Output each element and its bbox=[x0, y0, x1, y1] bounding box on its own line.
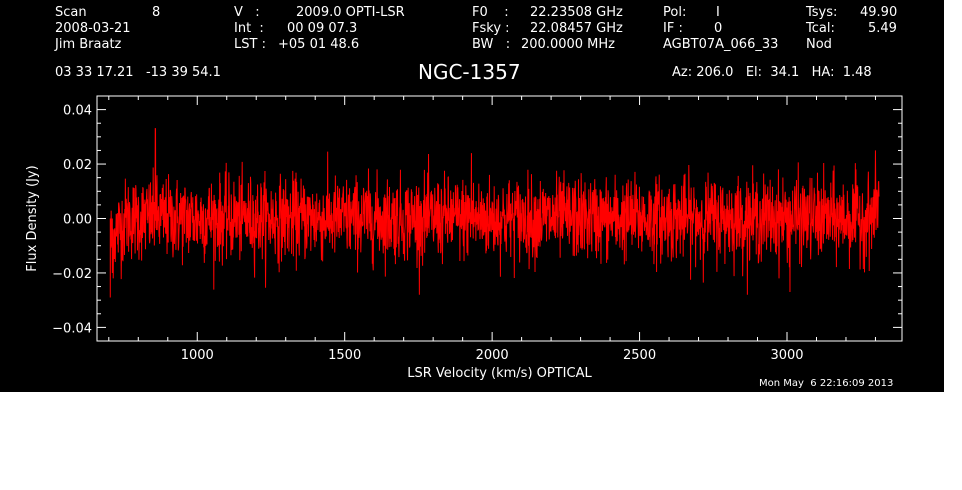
tsys-value: 49.90 bbox=[860, 5, 898, 20]
f0-label: F0 : bbox=[472, 5, 509, 20]
y-tick-label: 0.02 bbox=[63, 158, 92, 173]
axes: 1000 1500 2000 2500 3000 −0.04 −0.02 0.00 0.02 0.… bbox=[52, 96, 902, 363]
tcal-label: Tcal: bbox=[806, 21, 835, 36]
bw-label: BW : bbox=[472, 37, 511, 52]
scan-number: 8 bbox=[152, 5, 161, 20]
int-label: Int : bbox=[234, 21, 264, 36]
nod-label: Nod bbox=[806, 37, 832, 52]
fsky-value: 22.08457 GHz bbox=[530, 21, 623, 36]
coordinates: 03 33 17.21 -13 39 54.1 bbox=[55, 65, 221, 80]
tsys-label: Tsys: bbox=[806, 5, 838, 20]
pol-label: Pol: bbox=[663, 5, 687, 20]
y-axis-title: Flux Density (Jy) bbox=[25, 165, 40, 271]
lst-value: +05 01 48.6 bbox=[278, 37, 360, 52]
header-col1-row2: 2008-03-21 bbox=[55, 21, 131, 36]
x-tick-label: 1500 bbox=[328, 348, 361, 363]
f0-value: 22.23508 GHz bbox=[530, 5, 623, 20]
int-value: 00 09 07.3 bbox=[287, 21, 358, 36]
receiver-id: AGBT07A_066_33 bbox=[663, 37, 779, 52]
az-el-ha: Az: 206.0 El: 34.1 HA: 1.48 bbox=[672, 65, 872, 80]
spectrum-chart: 1000 1500 2000 2500 3000 −0.04 −0.02 0.00 0.02 0.… bbox=[25, 95, 903, 381]
source-title: NGC-1357 bbox=[418, 60, 521, 84]
header-col1-row1: Scan bbox=[55, 5, 87, 20]
if-label: IF : bbox=[663, 21, 683, 36]
velocity-value: 2009.0 OPTI-LSR bbox=[296, 5, 405, 20]
spectrum-line bbox=[109, 128, 880, 298]
tcal-value: 5.49 bbox=[868, 21, 897, 36]
fsky-label: Fsky : bbox=[472, 21, 510, 36]
lst-label: LST : bbox=[234, 37, 266, 52]
if-value: 0 bbox=[714, 21, 723, 36]
x-axis-title: LSR Velocity (km/s) OPTICAL bbox=[407, 366, 592, 381]
y-tick-label: 0.04 bbox=[63, 104, 92, 119]
plot-window: Scan 8 2008-03-21 Jim Braatz V : 2009.0 … bbox=[0, 0, 944, 392]
x-tick-label: 3000 bbox=[770, 348, 803, 363]
y-tick-label: −0.04 bbox=[52, 321, 92, 336]
bw-value: 200.0000 MHz bbox=[521, 37, 615, 52]
timestamp: Mon May 6 22:16:09 2013 bbox=[759, 378, 894, 389]
spectrum-series bbox=[109, 128, 880, 298]
x-tick-label: 1000 bbox=[181, 348, 214, 363]
y-tick-label: 0.00 bbox=[63, 213, 92, 228]
velocity-label: V : bbox=[234, 5, 260, 20]
x-tick-label: 2500 bbox=[623, 348, 656, 363]
x-tick-label: 2000 bbox=[476, 348, 509, 363]
header-col1-row3: Jim Braatz bbox=[55, 37, 122, 52]
pol-value: I bbox=[716, 5, 720, 20]
y-tick-label: −0.02 bbox=[52, 267, 92, 282]
